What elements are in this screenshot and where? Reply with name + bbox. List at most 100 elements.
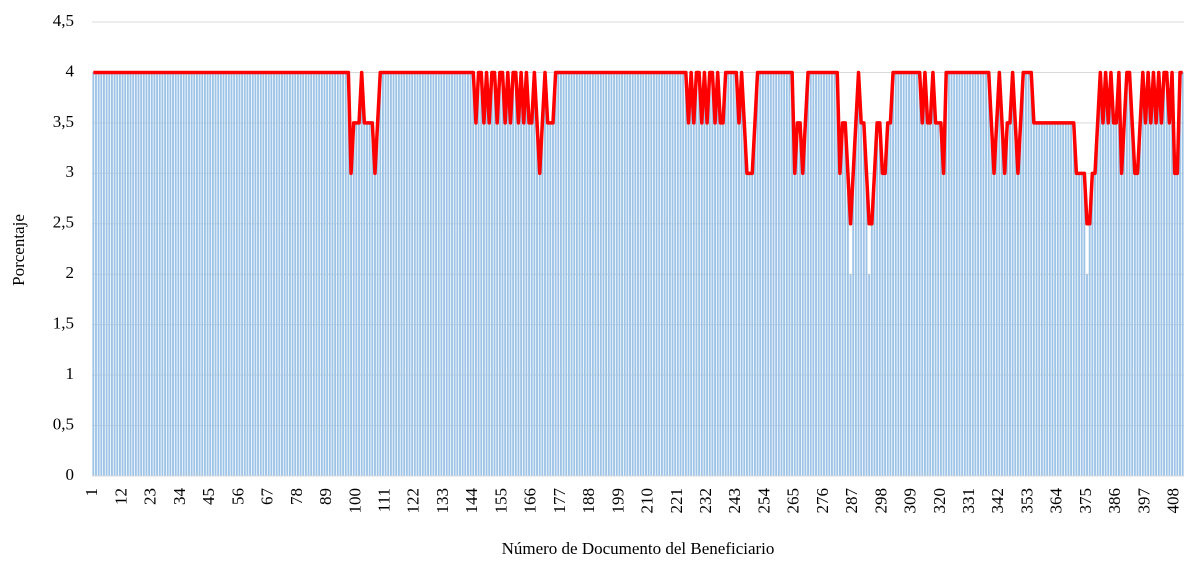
bar xyxy=(557,72,560,476)
bar xyxy=(759,72,762,476)
bar xyxy=(116,72,119,476)
x-tick-label: 12 xyxy=(111,488,130,505)
bar xyxy=(1043,122,1046,476)
bar xyxy=(379,72,382,476)
bar xyxy=(238,72,241,476)
bar xyxy=(820,72,823,476)
bar xyxy=(854,122,857,476)
bar xyxy=(828,72,831,476)
x-tick-label: 221 xyxy=(667,488,686,514)
bar xyxy=(307,72,310,476)
bar xyxy=(203,72,206,476)
bar xyxy=(108,72,111,476)
bar xyxy=(1112,122,1115,476)
bar xyxy=(1157,72,1160,476)
bar xyxy=(190,72,193,476)
bar xyxy=(520,72,523,476)
bar xyxy=(910,72,913,476)
x-tick-label: 155 xyxy=(491,488,510,514)
bar xyxy=(193,72,196,476)
bar xyxy=(148,72,151,476)
bar xyxy=(432,72,435,476)
bar xyxy=(506,72,509,476)
x-tick-label: 342 xyxy=(988,488,1007,514)
bar xyxy=(748,173,751,477)
bar xyxy=(544,72,546,476)
bar xyxy=(700,122,703,476)
bar xyxy=(931,72,934,476)
bar xyxy=(360,72,363,476)
bar xyxy=(753,122,756,476)
bar xyxy=(591,72,594,476)
bar xyxy=(405,72,408,476)
bar xyxy=(668,72,671,476)
bar xyxy=(645,72,647,476)
bar xyxy=(639,72,642,476)
bar xyxy=(695,72,698,476)
bar xyxy=(567,72,570,476)
bar xyxy=(886,122,889,476)
x-tick-label: 386 xyxy=(1105,488,1124,514)
x-tick-label: 100 xyxy=(345,488,364,514)
bar xyxy=(706,122,709,476)
bar xyxy=(121,72,124,476)
bar xyxy=(1094,173,1096,477)
bar xyxy=(942,173,945,477)
bar xyxy=(437,72,440,476)
bar xyxy=(1149,122,1152,476)
bar xyxy=(1083,173,1086,477)
bar xyxy=(953,72,956,476)
y-tick-label: 2 xyxy=(66,263,75,282)
bar xyxy=(198,72,201,476)
bar xyxy=(610,72,613,476)
bar xyxy=(413,72,416,476)
bar xyxy=(1136,173,1139,477)
bar xyxy=(1181,72,1184,476)
bar xyxy=(809,72,812,476)
bar xyxy=(233,72,236,476)
bar xyxy=(158,72,161,476)
x-tick-label: 122 xyxy=(404,488,423,514)
bar xyxy=(746,173,748,477)
bar xyxy=(1072,122,1075,476)
bar xyxy=(1099,72,1102,476)
bar xyxy=(174,72,177,476)
bar xyxy=(286,72,289,476)
y-tick-label: 2,5 xyxy=(53,213,74,232)
bar xyxy=(153,72,156,476)
bar xyxy=(1086,274,1088,476)
bar xyxy=(647,72,650,476)
bar xyxy=(496,122,499,476)
x-tick-label: 188 xyxy=(579,488,598,514)
bar xyxy=(188,72,190,476)
bar xyxy=(1059,122,1062,476)
bar xyxy=(254,72,257,476)
bar xyxy=(275,72,278,476)
x-tick-label: 375 xyxy=(1076,488,1095,514)
bar xyxy=(485,72,488,476)
bar xyxy=(1048,122,1051,476)
bar xyxy=(336,72,339,476)
bar xyxy=(1067,122,1070,476)
y-tick-label: 1 xyxy=(66,364,75,383)
bar xyxy=(841,122,844,476)
bar xyxy=(764,72,767,476)
bar xyxy=(924,72,926,476)
bar xyxy=(538,173,541,477)
bar xyxy=(474,122,477,476)
bar xyxy=(132,72,135,476)
bar xyxy=(95,72,97,476)
bar xyxy=(671,72,674,476)
bar xyxy=(807,72,809,476)
bar xyxy=(892,72,894,476)
bar xyxy=(408,72,411,476)
bar xyxy=(384,72,387,476)
x-tick-label: 254 xyxy=(754,488,773,514)
bar xyxy=(196,72,198,476)
bar xyxy=(217,72,220,476)
bar xyxy=(395,72,398,476)
bar xyxy=(711,72,714,476)
bar xyxy=(945,72,948,476)
bar xyxy=(323,72,326,476)
